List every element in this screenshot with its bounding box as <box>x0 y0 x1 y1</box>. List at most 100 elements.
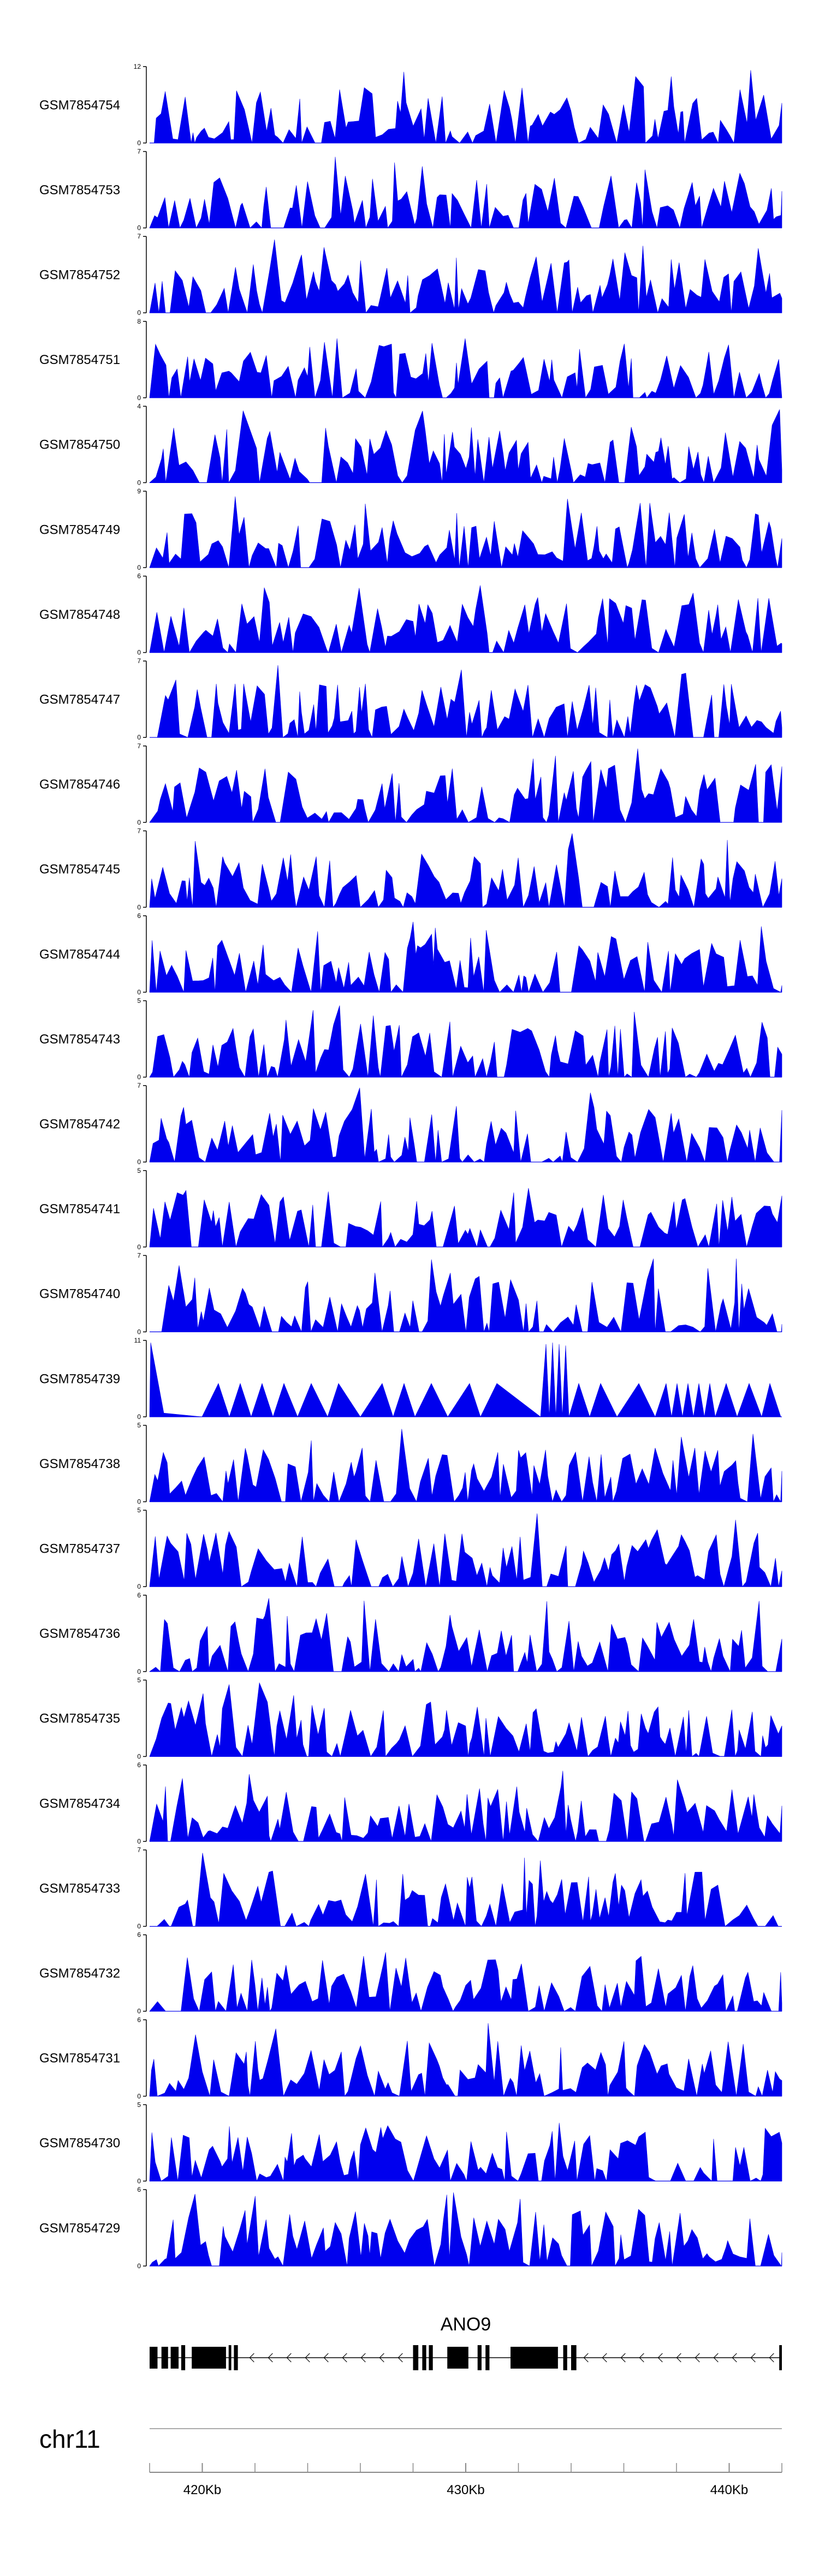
y-tick-label-zero: 0 <box>137 309 141 317</box>
track-GSM7854754: GSM7854754 12 0 <box>39 63 782 147</box>
coverage-area <box>149 157 782 229</box>
track-label: GSM7854734 <box>39 1796 120 1811</box>
y-tick-label-zero: 0 <box>137 649 141 657</box>
coverage-area <box>149 2122 782 2182</box>
y-tick-label-max: 7 <box>137 232 141 240</box>
exon <box>234 2345 238 2370</box>
track-label: GSM7854740 <box>39 1287 120 1302</box>
y-tick-label-zero: 0 <box>137 2092 141 2100</box>
y-tick-label-zero: 0 <box>137 1498 141 1506</box>
strand-arrow <box>360 2353 366 2363</box>
strand-arrow <box>657 2353 663 2363</box>
exon <box>413 2345 419 2370</box>
coverage-area <box>149 833 782 908</box>
strand-arrow <box>379 2353 384 2363</box>
track-label: GSM7854748 <box>39 607 120 622</box>
track-GSM7854739: GSM7854739 11 0 <box>39 1337 782 1421</box>
y-tick-label-zero: 0 <box>137 139 141 147</box>
x-tick-label: 420Kb <box>183 2483 221 2497</box>
y-tick-label-zero: 0 <box>137 903 141 911</box>
exon <box>192 2347 226 2369</box>
track-GSM7854730: GSM7854730 5 0 <box>39 2101 782 2185</box>
track-label: GSM7854732 <box>39 1966 120 1981</box>
y-tick-label-zero: 0 <box>137 564 141 571</box>
y-tick-label-zero: 0 <box>137 479 141 486</box>
strand-arrow <box>750 2353 756 2363</box>
y-tick-label-zero: 0 <box>137 1158 141 1166</box>
strand-arrow <box>249 2353 254 2363</box>
strand-arrow <box>732 2353 737 2363</box>
y-tick-label-max: 6 <box>137 912 141 920</box>
exon <box>422 2345 426 2370</box>
track-GSM7854736: GSM7854736 6 0 <box>39 1591 782 1675</box>
coverage-area <box>150 70 782 144</box>
y-tick-label-zero: 0 <box>137 2007 141 2015</box>
y-tick-label-zero: 0 <box>137 734 141 741</box>
coverage-area <box>149 1770 782 1842</box>
exon <box>170 2347 179 2369</box>
coverage-area <box>149 1598 782 1672</box>
coverage-area <box>149 921 782 993</box>
track-label: GSM7854738 <box>39 1457 120 1471</box>
track-GSM7854745: GSM7854745 7 0 <box>39 827 782 911</box>
coverage-area <box>150 1853 782 1927</box>
y-tick-label-max: 7 <box>137 1846 141 1854</box>
track-label: GSM7854739 <box>39 1372 120 1386</box>
track-GSM7854738: GSM7854738 5 0 <box>39 1422 782 1506</box>
track-label: GSM7854745 <box>39 862 120 877</box>
coverage-area <box>149 1682 782 1757</box>
coverage-area <box>149 1513 782 1588</box>
y-tick-label-max: 9 <box>137 487 141 495</box>
coverage-area <box>149 585 782 653</box>
coverage-area <box>149 409 782 484</box>
track-label: GSM7854730 <box>39 2136 120 2151</box>
coverage-area <box>149 1088 782 1162</box>
y-tick-label-max: 7 <box>137 1082 141 1089</box>
y-tick-label-zero: 0 <box>137 2177 141 2185</box>
track-label: GSM7854741 <box>39 1202 120 1217</box>
track-GSM7854729: GSM7854729 6 0 <box>39 2186 782 2270</box>
y-tick-label-max: 7 <box>137 742 141 750</box>
strand-arrow <box>676 2353 681 2363</box>
y-tick-label-zero: 0 <box>137 1413 141 1421</box>
track-GSM7854741: GSM7854741 5 0 <box>39 1167 782 1251</box>
y-tick-label-max: 6 <box>137 1591 141 1599</box>
coverage-area <box>149 338 782 398</box>
track-GSM7854753: GSM7854753 7 0 <box>39 148 782 232</box>
y-tick-label-zero: 0 <box>137 1668 141 1675</box>
y-tick-label-max: 6 <box>137 1931 141 1939</box>
track-GSM7854734: GSM7854734 6 0 <box>39 1761 782 1845</box>
y-tick-label-zero: 0 <box>137 2262 141 2270</box>
exon <box>563 2345 567 2370</box>
track-GSM7854752: GSM7854752 7 0 <box>39 232 782 317</box>
track-GSM7854740: GSM7854740 7 0 <box>39 1251 782 1335</box>
track-label: GSM7854733 <box>39 1881 120 1896</box>
y-tick-label-max: 7 <box>137 827 141 834</box>
coverage-area <box>149 1188 782 1248</box>
coverage-area <box>149 1342 782 1418</box>
track-GSM7854748: GSM7854748 6 0 <box>39 573 782 657</box>
track-label: GSM7854746 <box>39 777 120 792</box>
track-label: GSM7854753 <box>39 183 120 198</box>
y-tick-label-zero: 0 <box>137 394 141 402</box>
y-tick-label-zero: 0 <box>137 1074 141 1081</box>
x-tick-label: 440Kb <box>710 2483 748 2497</box>
exon <box>511 2347 558 2369</box>
track-label: GSM7854751 <box>39 353 120 367</box>
y-tick-label-max: 5 <box>137 1422 141 1429</box>
track-label: GSM7854750 <box>39 438 120 452</box>
gene-label: ANO9 <box>441 2314 491 2335</box>
track-label: GSM7854742 <box>39 1117 120 1132</box>
strand-arrow <box>602 2353 607 2363</box>
y-tick-label-max: 5 <box>137 1506 141 1514</box>
track-label: GSM7854747 <box>39 693 120 707</box>
strand-arrow <box>342 2353 347 2363</box>
exon <box>485 2345 490 2370</box>
track-GSM7854742: GSM7854742 7 0 <box>39 1082 782 1166</box>
y-tick-label-zero: 0 <box>137 819 141 826</box>
track-GSM7854750: GSM7854750 4 0 <box>39 402 782 486</box>
coverage-tracks: GSM7854754120GSM785475370GSM785475270GSM… <box>39 63 782 2270</box>
track-GSM7854749: GSM7854749 9 0 <box>39 487 782 571</box>
coverage-area <box>149 1429 782 1502</box>
